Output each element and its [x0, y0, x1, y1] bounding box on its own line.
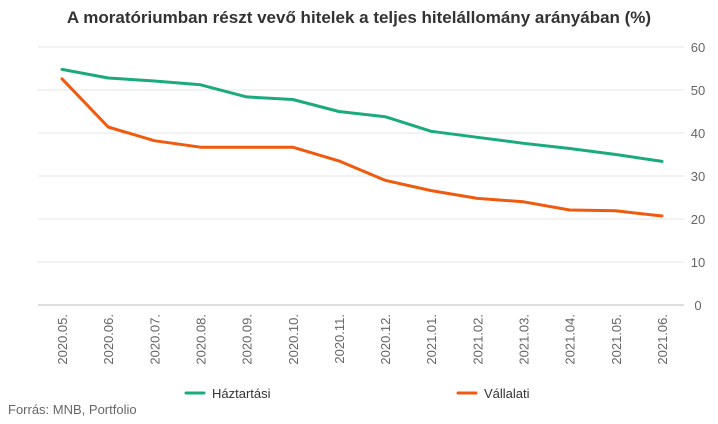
series-lines: [60, 67, 664, 218]
gridlines: [38, 46, 684, 306]
x-tick-label: 2020.07.: [147, 314, 162, 365]
source-note: Forrás: MNB, Portfolio: [8, 402, 137, 417]
x-tick-label: 2021.04.: [563, 314, 578, 365]
chart-title: A moratóriumban részt vevő hitelek a tel…: [66, 8, 652, 27]
y-tick-label: 10: [691, 255, 705, 270]
x-tick-label: 2020.06.: [101, 314, 116, 365]
legend: Háztartási Vállalati: [184, 386, 530, 401]
x-tick-label: 2020.08.: [193, 314, 208, 365]
x-tick-label: 2021.03.: [517, 314, 532, 365]
x-tick-label: 2021.02.: [470, 314, 485, 365]
x-axis-ticks: 2020.05. 2020.06. 2020.07. 2020.08. 2020.09.…: [55, 314, 670, 365]
y-tick-label: 60: [691, 40, 705, 55]
legend-label: Vállalati: [484, 386, 530, 401]
series-line-0: [60, 67, 664, 163]
y-tick-label: 40: [691, 126, 705, 141]
y-tick-label: 50: [691, 83, 705, 98]
y-tick-label: 0: [694, 298, 701, 313]
legend-label: Háztartási: [212, 386, 271, 401]
x-tick-label: 2021.01.: [424, 314, 439, 365]
x-tick-label: 2020.05.: [55, 314, 70, 365]
x-tick-label: 2020.12.: [378, 314, 393, 365]
x-tick-label: 2020.10.: [286, 314, 301, 365]
x-tick-label: 2021.05.: [609, 314, 624, 365]
y-tick-label: 30: [691, 169, 705, 184]
series-line-1: [60, 77, 664, 218]
x-tick-label: 2020.09.: [240, 314, 255, 365]
y-tick-label: 20: [691, 212, 705, 227]
y-axis-ticks: 0 10 20 30 40 50 60: [691, 40, 705, 313]
x-tick-label: 2021.06.: [655, 314, 670, 365]
x-tick-label: 2020.11.: [332, 314, 347, 364]
